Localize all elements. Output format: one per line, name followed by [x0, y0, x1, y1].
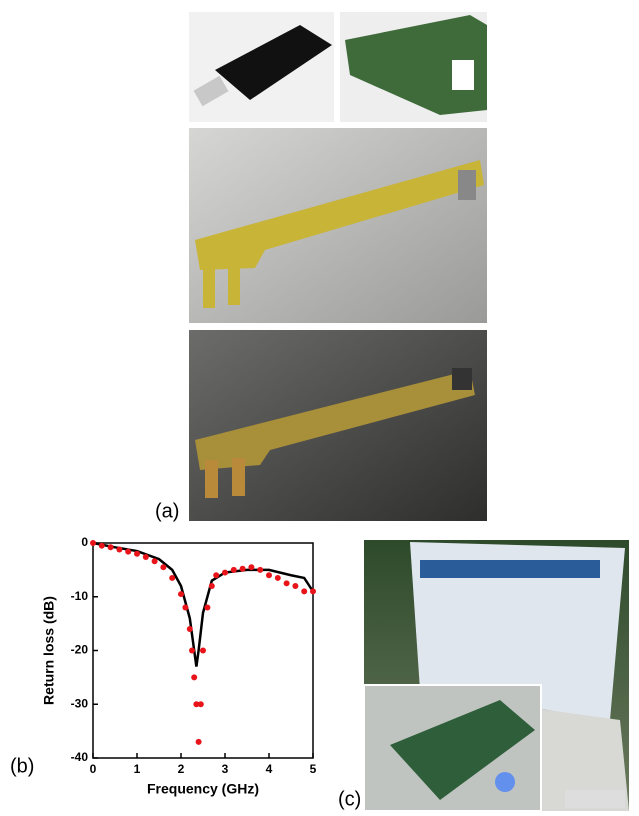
data-point: [134, 550, 140, 557]
x-tick-label: 1: [134, 762, 141, 776]
data-point: [186, 626, 193, 632]
data-point: [257, 566, 264, 573]
panel-label: (a): [155, 500, 179, 522]
data-point: [116, 546, 123, 553]
data-point: [200, 647, 206, 654]
data-point: [193, 701, 200, 708]
y-tick-label: -30: [71, 696, 89, 710]
antenna-contact: [458, 170, 476, 200]
data-point: [98, 542, 105, 549]
data-point: [292, 583, 299, 589]
data-point: [248, 564, 255, 571]
board-pcb: [345, 15, 487, 115]
data-point: [301, 588, 308, 595]
data-line: [92, 541, 315, 667]
board-label: [452, 60, 474, 90]
y-tick-label: -10: [71, 589, 89, 603]
data-point: [195, 738, 202, 745]
dongle-plug: [193, 75, 229, 107]
y-tick-label: -20: [71, 643, 89, 657]
y-axis-label: Return loss (dB): [41, 596, 57, 705]
data-point: [107, 544, 114, 551]
data-point: [274, 574, 281, 581]
data-point: [178, 591, 184, 598]
screen-header: [420, 560, 600, 578]
data-point: [197, 701, 204, 708]
chart: 0 1 2 3 4 5 0 -10 -20 -30 -40 Frequency (GHz) Return…: [41, 535, 317, 797]
usb-dongle: [565, 790, 625, 808]
data-point: [160, 564, 167, 571]
x-tick-label: 4: [266, 762, 273, 776]
laptop-screen: [410, 542, 625, 720]
y-tick-label: 0: [81, 535, 88, 549]
data-point: [208, 583, 215, 589]
data-point: [204, 604, 211, 611]
antenna-strip: [195, 160, 484, 270]
x-tick-label: 5: [310, 762, 317, 776]
data-point: [90, 540, 96, 546]
y-tick-label: -40: [71, 750, 89, 764]
panel-label: (c): [338, 788, 361, 810]
data-point: [283, 580, 290, 587]
x-tick-label: 2: [178, 762, 185, 776]
data-point: [310, 588, 316, 595]
antenna-leg: [232, 458, 245, 496]
antenna-leg: [205, 460, 218, 498]
panel-label: (b): [10, 755, 34, 777]
data-point: [266, 572, 272, 579]
antenna-leg: [203, 258, 215, 308]
x-axis-label: Frequency (GHz): [147, 781, 259, 797]
inset-led: [495, 772, 515, 792]
data-point: [169, 574, 176, 581]
antenna-strip: [195, 370, 475, 470]
x-tick-label: 3: [222, 762, 229, 776]
data-point: [182, 604, 189, 611]
data-point: [230, 566, 237, 573]
data-point: [213, 572, 220, 579]
data-point: [191, 674, 198, 681]
x-tick-label: 0: [90, 762, 97, 776]
data-point: [222, 569, 228, 576]
data-point: [125, 548, 132, 555]
data-point: [239, 565, 246, 572]
dongle-body: [215, 25, 332, 100]
inset-board: [390, 700, 535, 800]
data-point: [189, 647, 195, 654]
data-point: [142, 553, 149, 560]
antenna-leg: [228, 255, 240, 305]
data-point: [151, 558, 158, 565]
antenna-contact: [452, 368, 472, 390]
